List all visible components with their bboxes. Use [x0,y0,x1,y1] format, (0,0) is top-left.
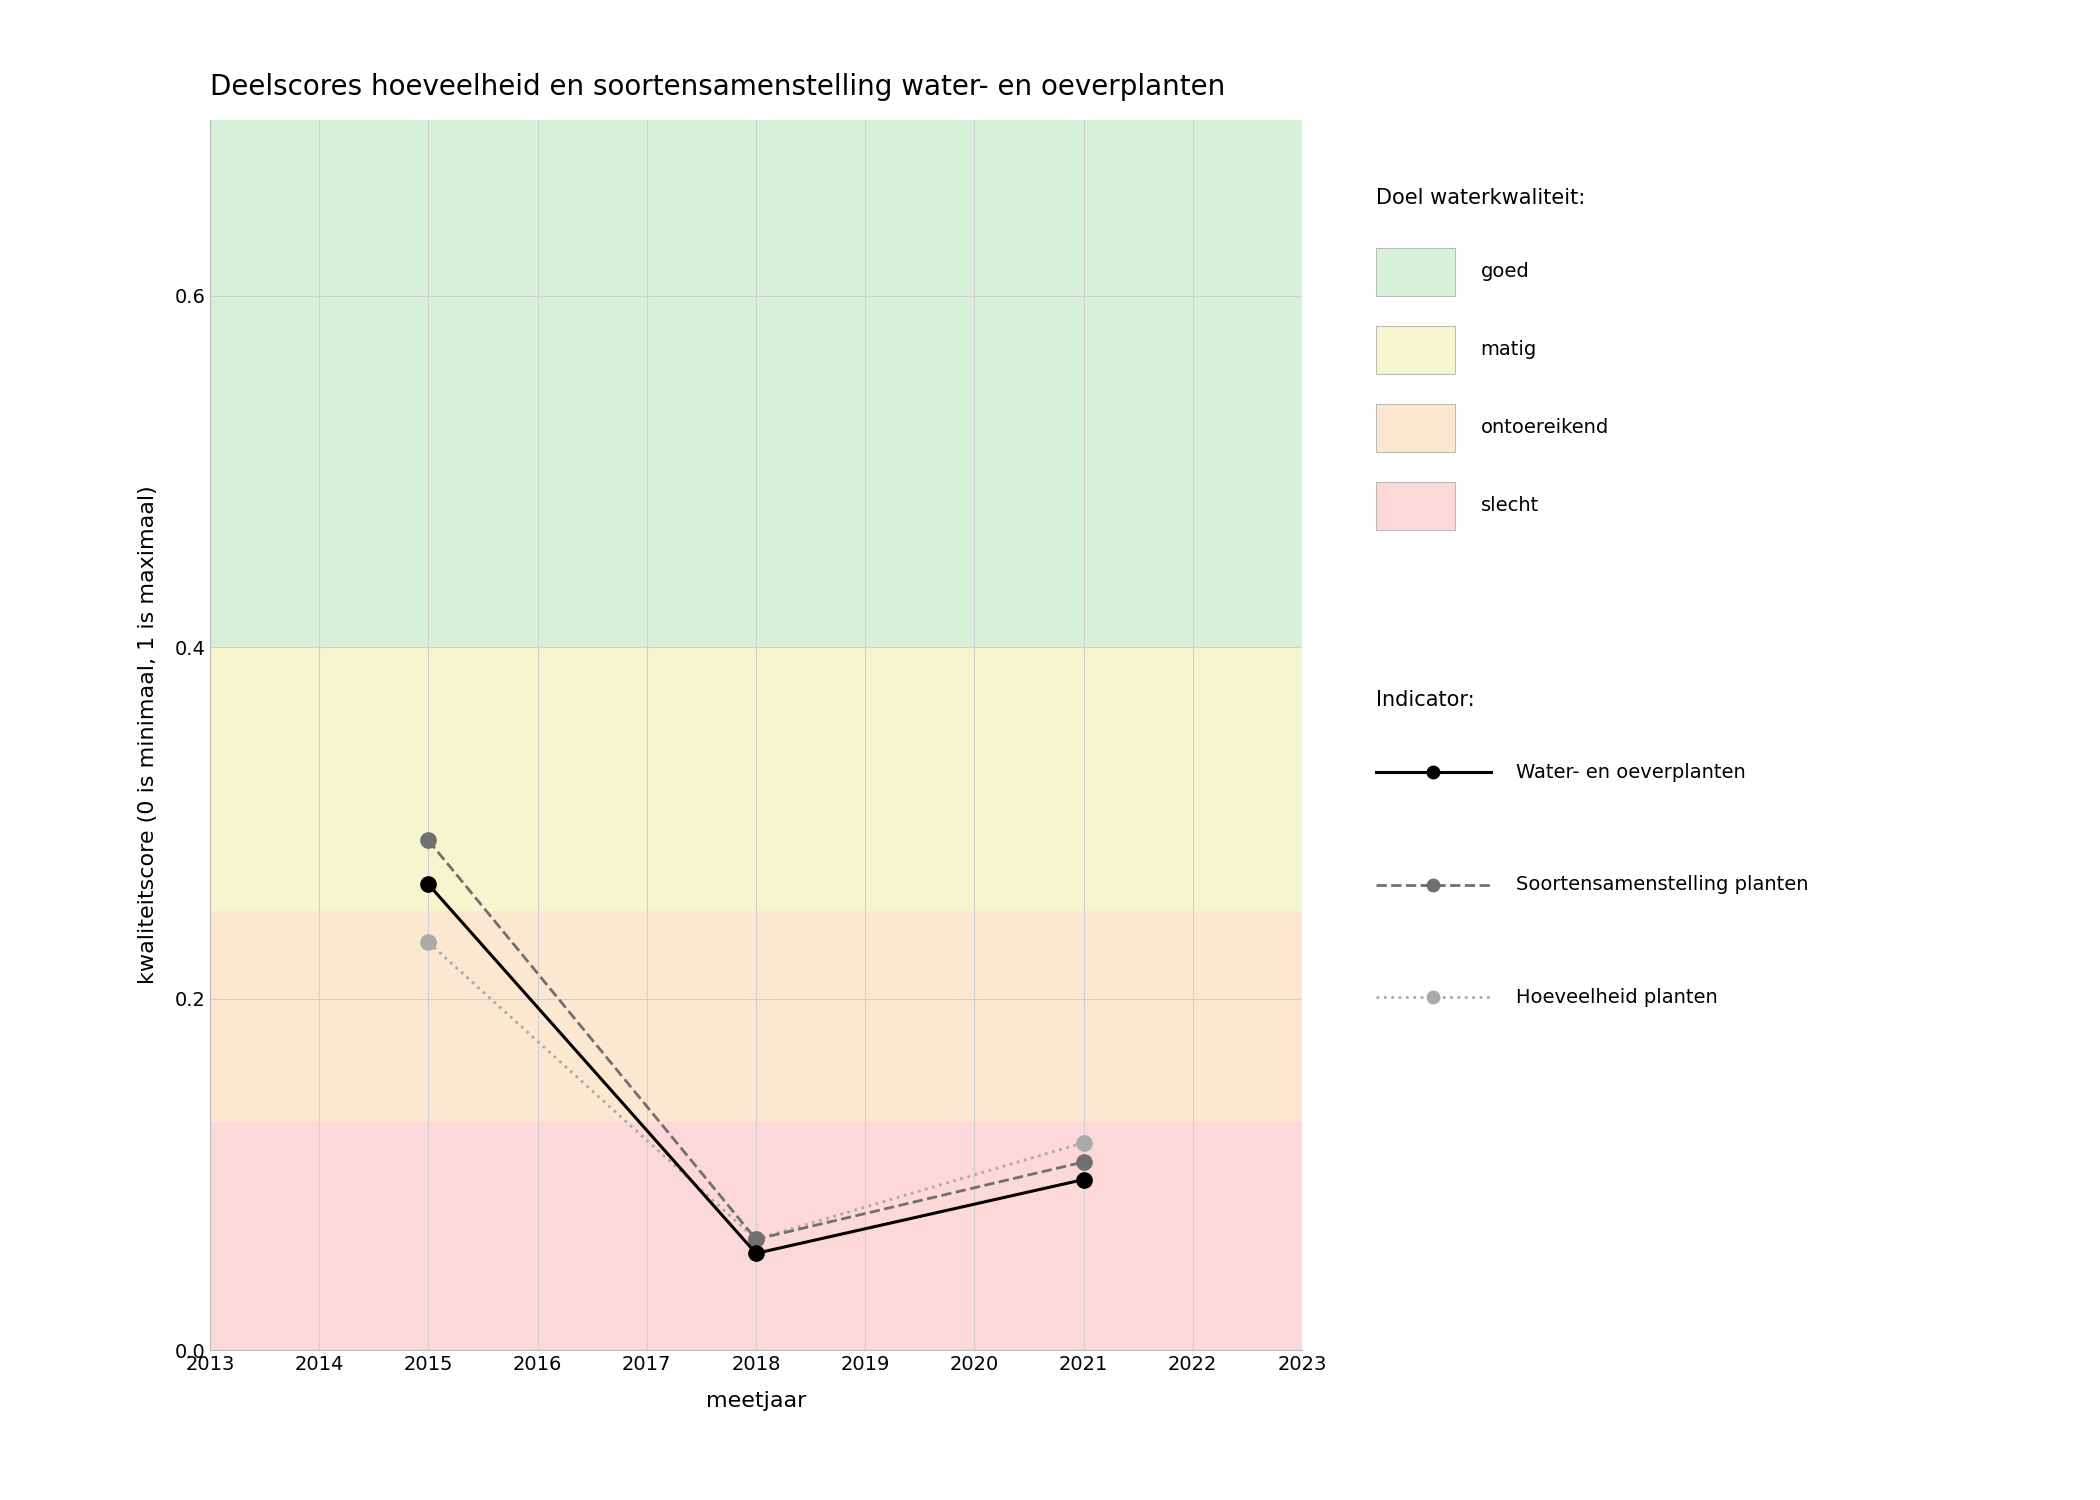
Text: ontoereikend: ontoereikend [1480,419,1609,436]
Water- en oeverplanten [416,876,441,894]
Water- en oeverplanten [1071,1170,1096,1188]
Hoeveelheid planten [1071,1134,1096,1152]
Line: Water- en oeverplanten: Water- en oeverplanten [420,876,1092,1262]
Bar [210,646,1302,910]
Y-axis label: kwaliteitscore (0 is minimaal, 1 is maximaal): kwaliteitscore (0 is minimaal, 1 is maxi… [139,486,157,984]
Bar [210,910,1302,1122]
Line: Hoeveelheid planten: Hoeveelheid planten [420,934,1092,1246]
Text: Indicator:: Indicator: [1376,690,1474,709]
Bar [210,120,1302,646]
Text: Hoeveelheid planten: Hoeveelheid planten [1516,988,1718,1006]
Text: matig: matig [1480,340,1537,358]
Text: Doel waterkwaliteit:: Doel waterkwaliteit: [1376,188,1586,207]
Text: Water- en oeverplanten: Water- en oeverplanten [1516,764,1745,782]
Bar [210,1122,1302,1350]
Line: Soortensamenstelling planten: Soortensamenstelling planten [420,833,1092,1246]
Water- en oeverplanten [743,1245,769,1263]
Soortensamenstelling planten [743,1230,769,1248]
Soortensamenstelling planten [416,831,441,849]
Text: goed: goed [1480,262,1529,280]
Hoeveelheid planten [743,1230,769,1248]
Text: Soortensamenstelling planten: Soortensamenstelling planten [1516,876,1808,894]
Text: slecht: slecht [1480,496,1539,514]
Hoeveelheid planten [416,933,441,951]
Soortensamenstelling planten [1071,1154,1096,1172]
Text: Deelscores hoeveelheid en soortensamenstelling water- en oeverplanten: Deelscores hoeveelheid en soortensamenst… [210,74,1224,100]
X-axis label: meetjaar: meetjaar [706,1390,806,1410]
